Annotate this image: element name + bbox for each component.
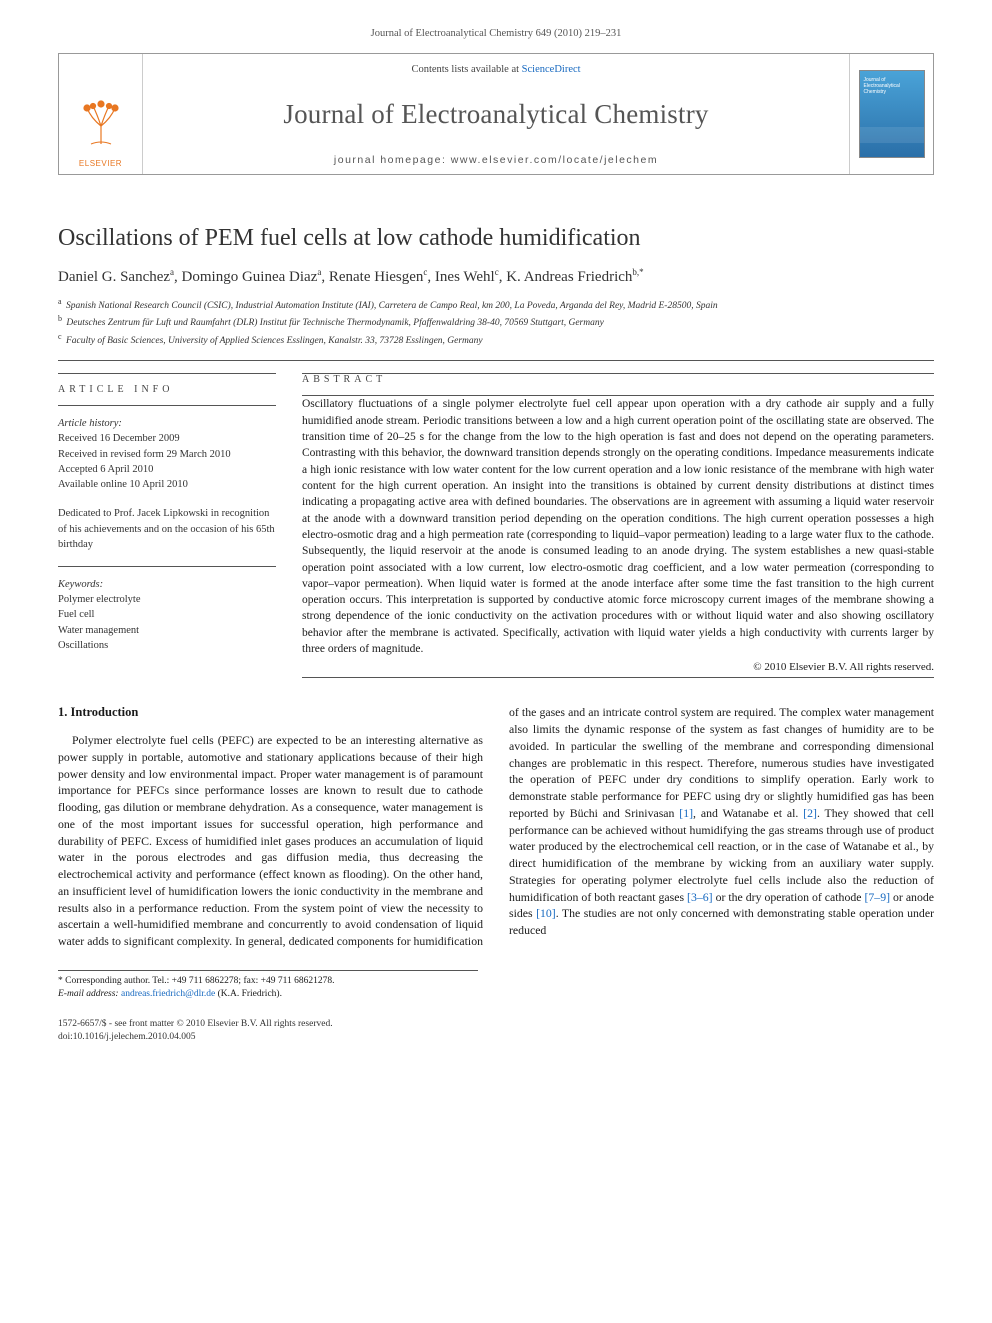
reference-link[interactable]: [2] bbox=[803, 806, 817, 820]
corresponding-author-footnote: * Corresponding author. Tel.: +49 711 68… bbox=[58, 970, 478, 1002]
sciencedirect-link[interactable]: ScienceDirect bbox=[522, 64, 581, 75]
history-line: Received 16 December 2009 bbox=[58, 431, 276, 446]
contents-prefix: Contents lists available at bbox=[411, 64, 521, 75]
keyword-item: Water management bbox=[58, 623, 276, 638]
affiliation-item: c Faculty of Basic Sciences, University … bbox=[58, 331, 934, 348]
article-info-column: ARTICLE INFO Article history: Received 1… bbox=[58, 369, 276, 678]
affiliation-list: a Spanish National Research Council (CSI… bbox=[58, 296, 934, 348]
keyword-item: Fuel cell bbox=[58, 607, 276, 622]
keyword-item: Oscillations bbox=[58, 638, 276, 653]
abstract-text: Oscillatory fluctuations of a single pol… bbox=[302, 396, 934, 657]
journal-title: Journal of Electroanalytical Chemistry bbox=[283, 99, 708, 130]
issn-copyright-line: 1572-6657/$ - see front matter © 2010 El… bbox=[58, 1018, 934, 1031]
doi-line: doi:10.1016/j.jelechem.2010.04.005 bbox=[58, 1031, 934, 1044]
article-history-block: Article history: Received 16 December 20… bbox=[58, 416, 276, 492]
publisher-logo-block: ELSEVIER bbox=[59, 54, 143, 174]
publisher-logo-text: ELSEVIER bbox=[79, 159, 122, 168]
keywords-block: Keywords: Polymer electrolyteFuel cellWa… bbox=[58, 577, 276, 653]
reference-link[interactable]: [3–6] bbox=[687, 890, 713, 904]
abstract-column: ABSTRACT Oscillatory fluctuations of a s… bbox=[302, 369, 934, 678]
section-heading-introduction: 1. Introduction bbox=[58, 704, 483, 722]
corr-email-link[interactable]: andreas.friedrich@dlr.de bbox=[121, 989, 215, 999]
divider bbox=[58, 373, 276, 374]
reference-link[interactable]: [7–9] bbox=[864, 890, 890, 904]
journal-masthead: ELSEVIER Contents lists available at Sci… bbox=[58, 53, 934, 175]
keywords-label: Keywords: bbox=[58, 577, 276, 592]
body-paragraph: Polymer electrolyte fuel cells (PEFC) ar… bbox=[58, 704, 934, 950]
running-head: Journal of Electroanalytical Chemistry 6… bbox=[58, 28, 934, 39]
abstract-heading: ABSTRACT bbox=[302, 374, 934, 385]
affiliation-item: b Deutsches Zentrum für Luft und Raumfah… bbox=[58, 313, 934, 330]
divider bbox=[58, 360, 934, 361]
author-list: Daniel G. Sancheza, Domingo Guinea Diaza… bbox=[58, 267, 934, 286]
divider bbox=[302, 677, 934, 678]
email-owner: (K.A. Friedrich). bbox=[218, 989, 282, 999]
divider bbox=[58, 566, 276, 567]
reference-link[interactable]: [10] bbox=[536, 906, 556, 920]
history-line: Accepted 6 April 2010 bbox=[58, 462, 276, 477]
article-history-label: Article history: bbox=[58, 416, 276, 431]
email-label: E-mail address: bbox=[58, 989, 119, 999]
contents-available-line: Contents lists available at ScienceDirec… bbox=[411, 64, 580, 75]
reference-link[interactable]: [1] bbox=[679, 806, 693, 820]
article-title: Oscillations of PEM fuel cells at low ca… bbox=[58, 223, 934, 253]
keyword-item: Polymer electrolyte bbox=[58, 592, 276, 607]
affiliation-item: a Spanish National Research Council (CSI… bbox=[58, 296, 934, 313]
dedication-block: Dedicated to Prof. Jacek Lipkowski in re… bbox=[58, 506, 276, 552]
abstract-copyright: © 2010 Elsevier B.V. All rights reserved… bbox=[302, 661, 934, 673]
corr-author-line: * Corresponding author. Tel.: +49 711 68… bbox=[58, 975, 478, 988]
journal-cover-thumb: Journal of Electroanalytical Chemistry bbox=[849, 54, 933, 174]
history-line: Received in revised form 29 March 2010 bbox=[58, 447, 276, 462]
body-text-columns: 1. Introduction Polymer electrolyte fuel… bbox=[58, 704, 934, 950]
history-line: Available online 10 April 2010 bbox=[58, 477, 276, 492]
front-matter-footer: 1572-6657/$ - see front matter © 2010 El… bbox=[58, 1018, 934, 1045]
journal-homepage: journal homepage: www.elsevier.com/locat… bbox=[334, 154, 658, 166]
elsevier-tree-icon bbox=[73, 89, 129, 159]
article-info-heading: ARTICLE INFO bbox=[58, 384, 276, 395]
cover-thumb-title: Journal of Electroanalytical Chemistry bbox=[864, 77, 920, 95]
divider bbox=[58, 405, 276, 406]
